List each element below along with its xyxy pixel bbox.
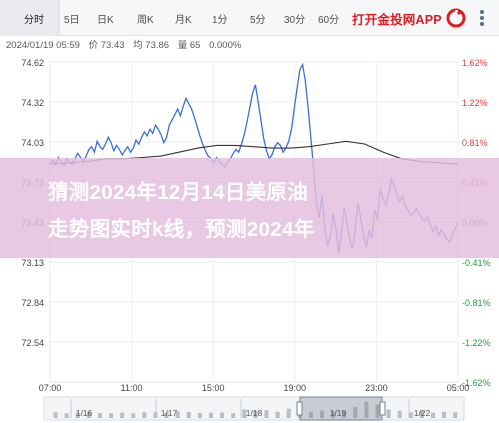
open-app-link[interactable]: 打开金投网APP [352, 13, 442, 27]
navigator-volume-bar [142, 412, 147, 418]
x-tick-label: 15:00 [202, 383, 225, 393]
navigator-volume-bar [120, 412, 125, 418]
navigator-volume-bar [331, 411, 336, 418]
y-tick-label-left: 74.62 [21, 58, 44, 68]
navigator-volume-bar [397, 410, 402, 418]
app-logo-icon[interactable] [446, 8, 466, 28]
navigator-volume-bar [175, 411, 180, 418]
y-tick-label-left: 72.54 [21, 338, 44, 348]
navigator-volume-bar [431, 412, 436, 418]
y-tick-label-right: 0.81% [462, 138, 488, 148]
navigator-volume-bar [242, 409, 247, 418]
navigator-volume-bar [264, 410, 269, 418]
quote-average: 均 73.86 [133, 40, 170, 51]
tab-5-day[interactable]: 5日 [64, 15, 80, 26]
navigator-volume-bar [253, 410, 258, 418]
x-tick-label: 19:00 [284, 383, 307, 393]
quote-volume: 量 65 [177, 40, 201, 51]
navigator-date-label: 1/18 [246, 408, 263, 418]
navigator-date-label: 1/17 [161, 408, 178, 418]
navigator-volume-bar [197, 412, 202, 418]
navigator-volume-bar [75, 412, 80, 418]
navigator-handle-right [379, 401, 386, 416]
quote-datetime: 2024/01/19 05:59 [6, 40, 80, 51]
y-tick-label-left: 74.32 [21, 98, 44, 108]
navigator-volume-bar [231, 413, 236, 418]
period-tab-bar: 分时 5日 日K 周K 月K 1分 5分 30分 60分 打开金投网APP [0, 0, 499, 36]
navigator-volume-bar [353, 406, 358, 418]
navigator-volume-bar [308, 412, 313, 418]
x-tick-label: 11:00 [121, 383, 143, 393]
y-tick-label-left: 72.84 [21, 298, 44, 308]
navigator-volume-bar [64, 413, 69, 418]
navigator-volume-bar [109, 413, 114, 418]
navigator-date-label: 1/16 [76, 408, 93, 418]
y-tick-label-right: -0.41% [462, 258, 491, 268]
y-tick-label-right: 1.22% [462, 98, 488, 108]
y-tick-label-right: -0.81% [462, 298, 491, 308]
navigator-volume-bar [153, 412, 158, 418]
navigator-volume-bar [419, 411, 424, 418]
tab-intraday[interactable]: 分时 [24, 15, 44, 26]
navigator-volume-bar [364, 401, 369, 418]
navigator-volume-bar [342, 411, 347, 418]
y-tick-label-left: 74.03 [21, 138, 44, 148]
navigator-date-label: 1/19 [330, 408, 347, 418]
navigator-volume-bar [86, 411, 91, 418]
headline-line-1: 猜测2024年12月14日美原油 [48, 181, 309, 204]
navigator-volume-bar [408, 412, 413, 418]
navigator-volume-bar [320, 410, 324, 418]
navigator-volume-bar [186, 411, 191, 418]
navigator-volume-bar [453, 412, 458, 418]
headline-line-2: 走势图实时k线，预测2024年 [48, 218, 315, 241]
navigator-volume-bar [164, 412, 169, 418]
tab-weekly-k[interactable]: 周K [137, 15, 154, 26]
quote-price: 价 73.43 [88, 40, 125, 51]
y-tick-label-right: 1.62% [462, 58, 488, 68]
quote-info-row: 2024/01/19 05:59 价 73.43 均 73.86 量 65 0.… [6, 37, 247, 51]
navigator-volume-bar [53, 412, 58, 418]
tab-60-min[interactable]: 60分 [318, 15, 340, 26]
navigator-date-label: 1/22 [414, 408, 431, 418]
navigator-volume-bar [97, 413, 102, 418]
navigator-volume-bar [275, 411, 280, 418]
tab-1-min[interactable]: 1分 [212, 15, 228, 26]
quote-change: 0.000% [209, 40, 242, 51]
more-menu-icon[interactable] [475, 10, 489, 26]
tab-active-highlight [0, 0, 60, 36]
y-tick-label-right: -1.62% [462, 378, 491, 388]
y-tick-label-right: -1.22% [462, 338, 491, 348]
tab-daily-k[interactable]: 日K [97, 15, 114, 26]
x-tick-label: 23:00 [365, 383, 388, 393]
navigator-volume-bar [442, 411, 447, 418]
navigator-volume-bar [386, 409, 391, 418]
headline-overlay: 猜测2024年12月14日美原油 走势图实时k线，预测2024年 [0, 158, 499, 258]
x-tick-label: 05:00 [447, 383, 470, 393]
navigator-volume-bar [131, 413, 136, 418]
navigator-volume-bar [208, 412, 213, 418]
tab-5-min[interactable]: 5分 [250, 15, 266, 26]
navigator-volume-bar [286, 408, 291, 418]
navigator-volume-bar [220, 412, 225, 418]
time-navigator [43, 396, 465, 421]
x-tick-label: 07:00 [39, 383, 62, 393]
navigator-handle-left [296, 401, 303, 416]
navigator-volume-bar [375, 404, 380, 418]
y-tick-label-left: 73.13 [21, 258, 44, 268]
tab-monthly-k[interactable]: 月K [175, 15, 192, 26]
tab-30-min[interactable]: 30分 [284, 15, 306, 26]
